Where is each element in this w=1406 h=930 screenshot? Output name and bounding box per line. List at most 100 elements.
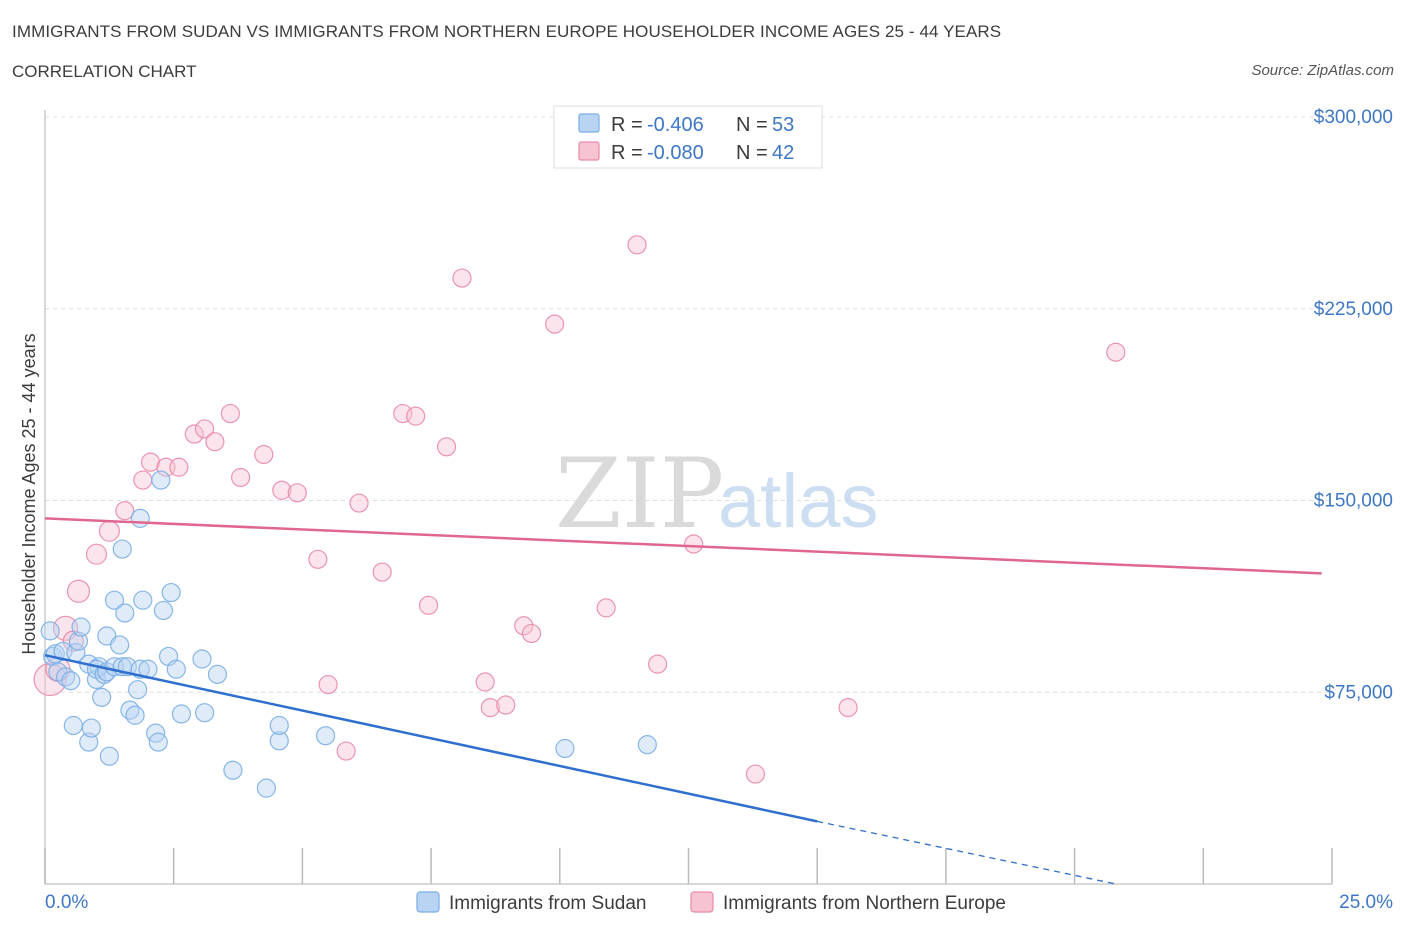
watermark: ZIP atlas [555,438,879,550]
sudan-point [40,621,60,641]
northern-europe-point [452,268,472,288]
northern-europe-point [194,419,215,439]
y-tick-label: $300,000 [1314,107,1393,128]
sudan-point [153,600,174,621]
x-tick-label-max: 25.0% [1339,892,1393,913]
northern-europe-point [85,543,108,565]
series-legend: Immigrants from Sudan Immigrants from No… [416,891,1006,914]
sudan-point [133,590,153,610]
bottom-legend-label-sudan: Immigrants from Sudan [449,893,646,914]
sudan-point [171,704,192,724]
y-tick-label: $75,000 [1324,682,1393,703]
legend-n-value-northern-europe: 42 [772,142,794,164]
sudan-point [269,731,289,751]
sudan-point [63,715,83,736]
sudan-point [99,746,119,766]
sudan-point [151,470,171,490]
northern-europe-point [220,403,240,424]
bottom-legend-label-northern-europe: Immigrants from Northern Europe [723,893,1006,914]
sudan-point [555,738,575,759]
trend-line-sudan [44,653,818,823]
northern-europe-point [436,437,457,457]
trend-lines [44,517,1322,885]
sudan-point [269,715,289,736]
northern-europe-point [349,493,369,513]
northern-europe-point [745,764,766,784]
sudan-point [92,687,112,707]
sudan-point [55,667,76,687]
sudan-point [223,760,243,780]
northern-europe-point [231,467,251,488]
sudan-point [104,590,125,610]
sudan-point [125,705,145,725]
sudan-point [130,508,150,528]
trend-line-sudan-extension [817,820,1116,885]
northern-europe-point [648,654,668,674]
northern-europe-point [308,549,328,569]
northern-europe-point [684,534,704,554]
sudan-point [120,700,140,720]
northern-europe-point [480,697,500,718]
sudan-point [81,718,101,738]
northern-europe-point [169,457,189,477]
northern-europe-point [521,623,542,644]
northern-europe-point [627,235,647,255]
stats-legend: R = -0.406 N = 53 R = -0.080 N = 42 [553,105,823,169]
sudan-point [256,778,276,798]
sudan-point [166,659,186,679]
y-axis-tick-labels: $75,000 $150,000 $225,000 $300,000 [1314,107,1393,703]
sudan-point [161,582,181,603]
legend-swatch-sudan [578,113,600,133]
sudan-point [192,649,212,669]
bottom-legend-swatch-sudan [416,891,440,913]
northern-europe-point [205,432,225,452]
source-label: Source: ZipAtlas.com [1251,62,1394,79]
northern-europe-point [115,501,135,521]
sudan-point [128,680,148,700]
northern-europe-point [596,598,616,618]
northern-europe-point [287,483,307,503]
legend-r-value-sudan: -0.406 [647,114,704,136]
sudan-point [115,603,135,623]
bottom-legend-swatch-northern-europe [690,891,714,913]
northern-europe-point [184,424,204,444]
sudan-point [315,726,336,746]
sudan-point [79,732,99,752]
sudan-point [148,732,168,752]
legend-r-value-northern-europe: -0.080 [647,142,704,164]
chart-title: IMMIGRANTS FROM SUDAN VS IMMIGRANTS FROM… [12,22,1002,41]
northern-europe-point [336,741,356,761]
northern-europe-point [98,520,120,542]
legend-r-label-sudan: R = [611,114,643,136]
northern-europe-point [1106,342,1126,362]
chart-subtitle: CORRELATION CHART [12,62,197,81]
sudan-point [71,617,91,637]
northern-europe-point [475,672,495,692]
x-tick-label-min: 0.0% [45,892,88,913]
northern-europe-point [514,616,534,636]
sudan-point [68,631,89,651]
northern-europe-point [406,406,426,426]
legend-n-label-northern-europe: N = [736,142,768,164]
northern-europe-point [66,579,91,603]
sudan-point [207,664,228,684]
northern-europe-point [838,697,858,718]
watermark-atlas: atlas [718,459,879,544]
northern-europe-point [272,480,292,500]
legend-n-label-sudan: N = [736,114,768,136]
legend-n-value-sudan: 53 [772,114,794,136]
northern-europe-point [254,444,274,465]
series-northern-europe-points [33,235,1126,784]
grid-lines [45,116,1332,693]
sudan-point [194,703,215,723]
sudan-point [637,735,657,755]
sudan-point [110,635,130,655]
y-axis-title: Householder Income Ages 25 - 44 years [19,333,39,654]
northern-europe-point [545,314,565,334]
legend-r-label-northern-europe: R = [611,142,643,164]
trend-line-northern-europe [44,517,1322,575]
x-axis-ticks [44,848,1333,884]
northern-europe-point [133,470,153,490]
sudan-point [112,539,132,559]
